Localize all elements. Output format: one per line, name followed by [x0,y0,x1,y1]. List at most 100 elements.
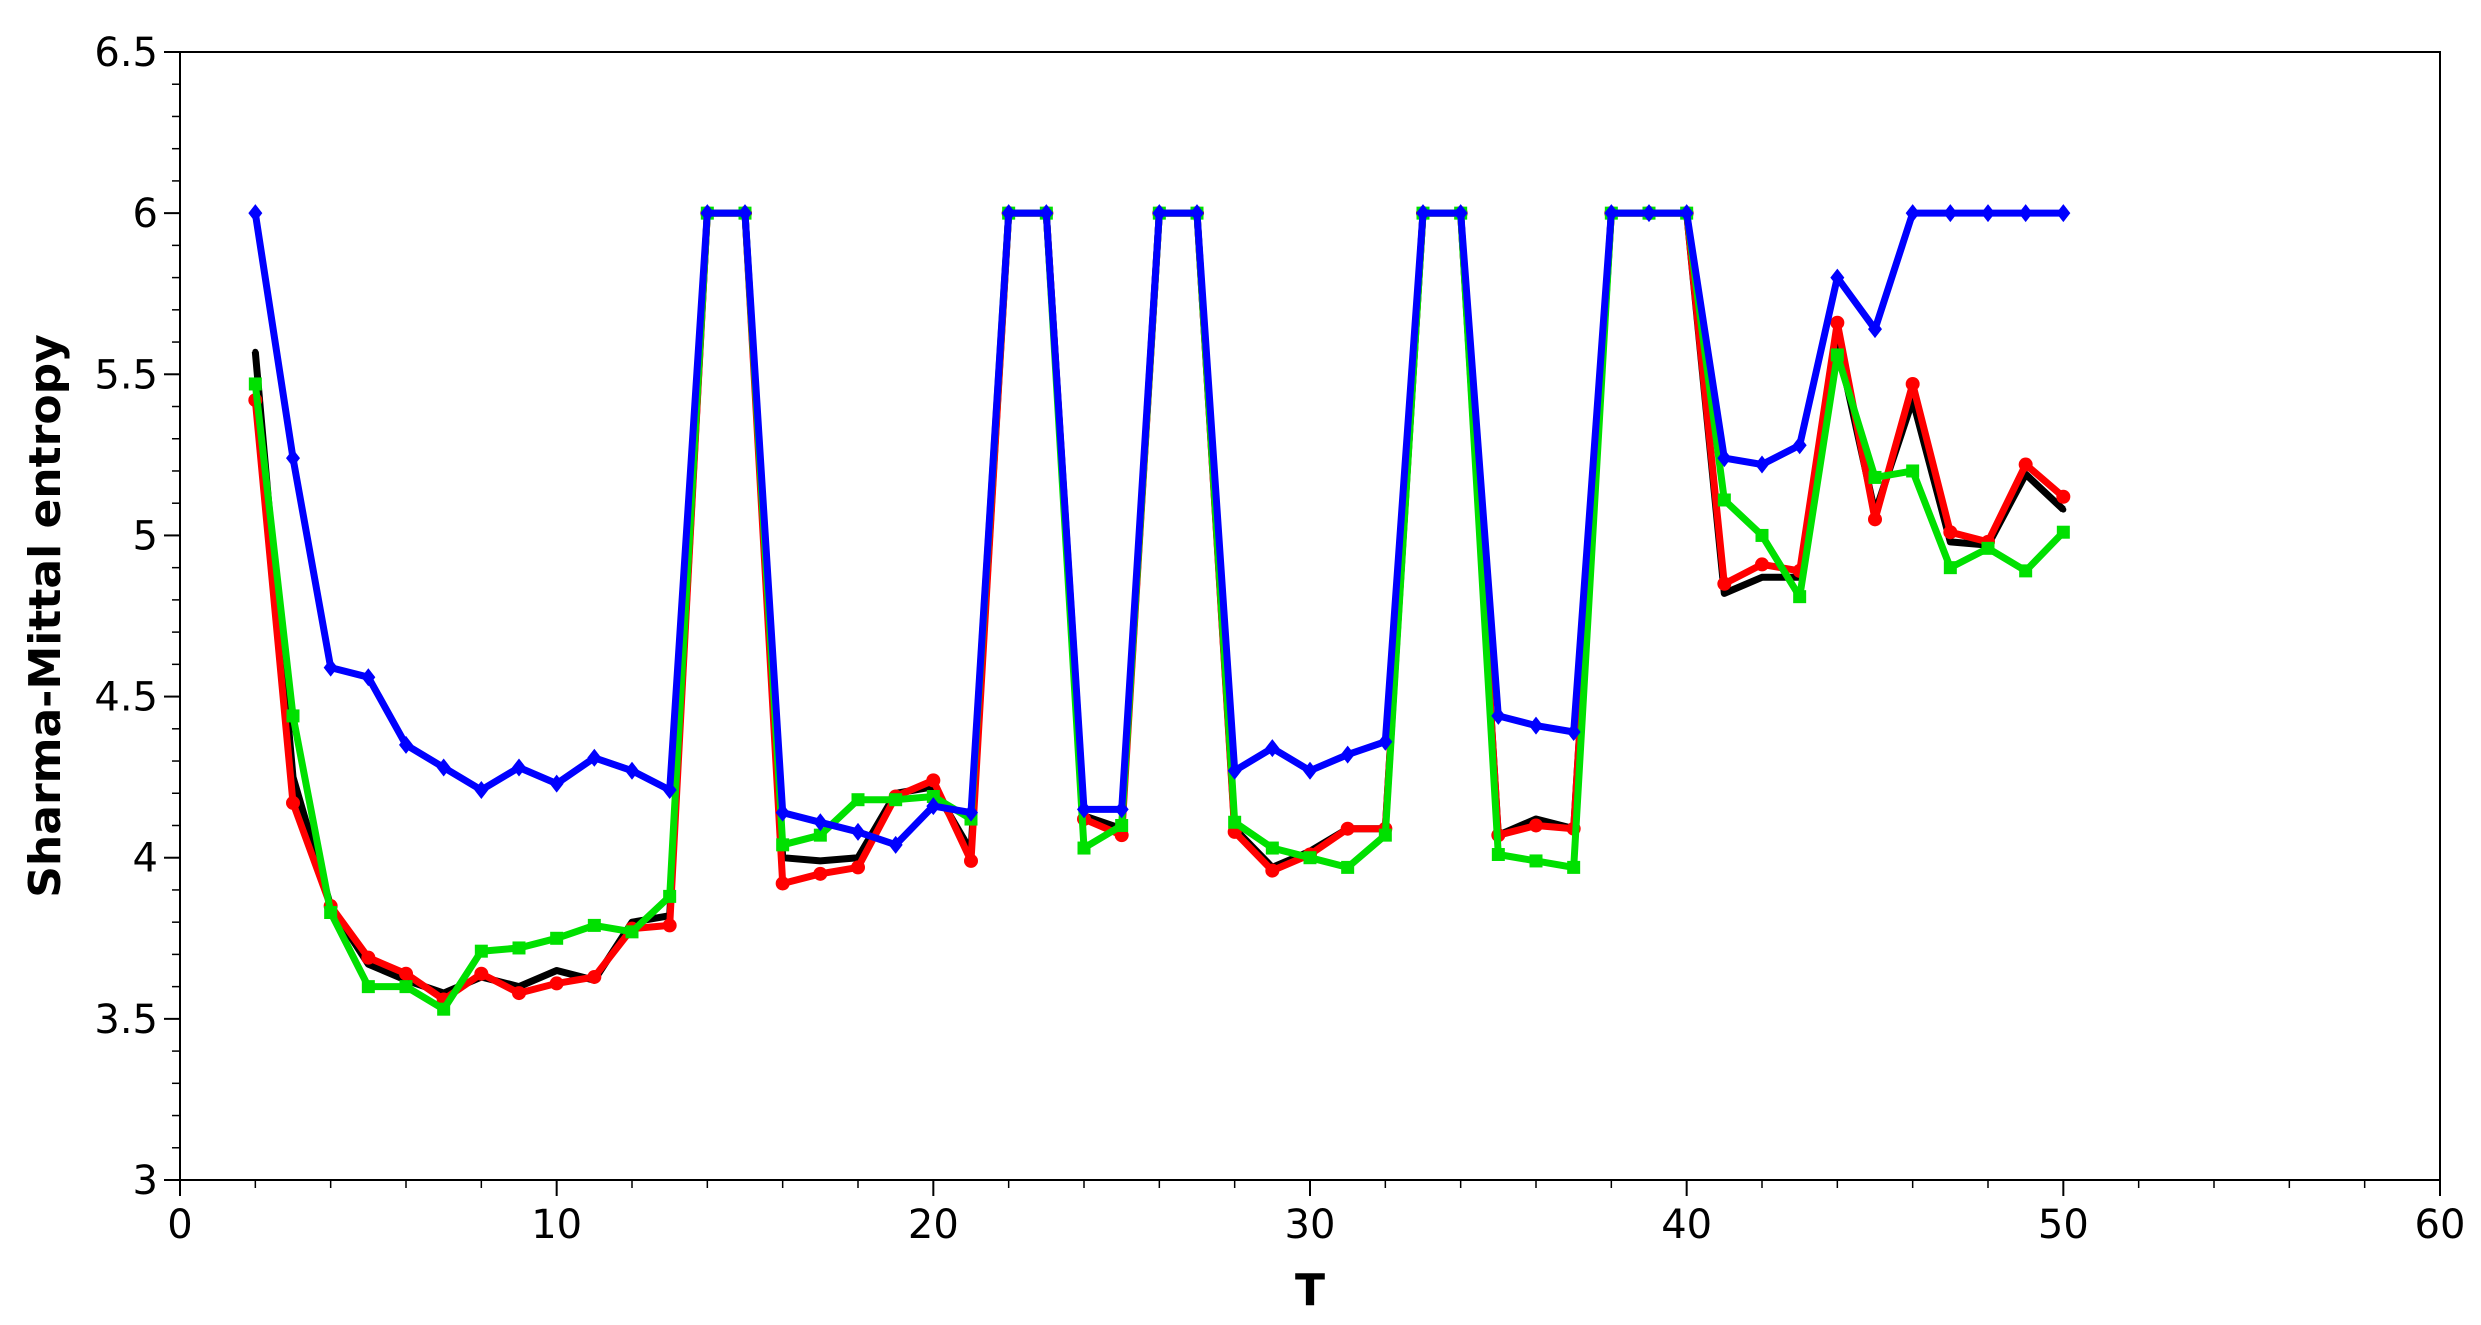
data-point [549,976,564,991]
data-point [738,204,752,223]
data-point [1303,761,1317,780]
data-point [286,449,300,468]
x-tick-label: 40 [1661,1202,1712,1248]
data-point [474,966,489,981]
x-tick-label: 0 [167,1202,192,1248]
data-point [474,781,489,800]
data-point [926,797,941,816]
y-axis-title: Sharma-Mittal entropy [20,334,71,898]
series-layer [248,204,2071,1016]
data-point [813,866,828,881]
data-point [361,668,376,687]
data-point [1152,204,1167,223]
data-point [1906,464,1920,478]
data-point [1981,204,1995,223]
x-tick-label: 20 [908,1202,959,1248]
data-point [1378,828,1392,842]
data-point [1943,204,1958,223]
data-point [817,857,824,864]
data-point [1039,204,1054,223]
data-point [512,986,526,1001]
data-point [1416,204,1430,223]
data-point [1679,204,1694,223]
data-point [775,803,790,822]
data-point [1830,268,1845,287]
data-point [1529,854,1543,868]
data-point [625,925,639,939]
data-point [1265,739,1280,758]
data-point [1491,847,1505,861]
data-point [1755,528,1769,542]
data-point [361,980,375,994]
data-point [286,709,300,723]
data-point [1077,841,1091,855]
data-point [662,918,677,933]
data-point [286,795,300,810]
data-point [851,822,865,841]
x-tick-label: 50 [2038,1202,2089,1248]
x-tick-label: 10 [531,1202,582,1248]
data-point [1943,525,1958,540]
y-tick-label: 4.5 [94,675,158,721]
data-point [553,967,560,974]
data-point [2018,204,2033,223]
data-point [512,941,526,955]
x-tick-label: 60 [2415,1202,2466,1248]
data-point [663,889,677,903]
data-point [1114,800,1129,819]
data-point [851,793,865,807]
series-3 [248,204,2071,854]
data-point [1378,732,1393,751]
data-point [1567,860,1581,874]
data-point [437,1002,451,1016]
data-point [399,980,413,994]
y-tick-label: 5 [133,513,158,559]
data-point [2056,204,2071,223]
y-tick-label: 6.5 [94,30,158,76]
data-point [926,789,940,803]
data-point [1453,204,1468,223]
data-point [248,204,263,223]
x-tick-label: 30 [1285,1202,1336,1248]
data-point [1115,818,1129,832]
data-point [1566,723,1581,742]
data-point [1265,841,1279,855]
data-point [550,931,564,945]
y-tick-label: 6 [133,191,158,237]
data-point [1717,493,1731,507]
data-point [587,918,601,932]
data-point [1303,851,1317,865]
data-point [1792,436,1807,455]
data-point [252,348,259,355]
data-point [1341,860,1355,874]
y-tick-label: 3 [133,1158,158,1204]
data-point [1830,348,1844,362]
y-tick-label: 3.5 [94,997,158,1043]
data-point [1529,716,1543,735]
data-point [1529,818,1543,833]
data-point [1981,541,1995,555]
data-point [964,853,978,868]
data-point [964,803,978,822]
data-point [1755,557,1769,572]
data-point [775,876,790,891]
data-point [926,773,941,788]
data-point [889,793,903,807]
data-point [474,944,488,958]
data-point [1228,815,1242,829]
data-point [361,950,376,965]
data-point [625,761,639,780]
data-point [700,204,715,223]
data-point [1721,590,1728,597]
data-point [1190,204,1204,223]
data-point [324,906,338,920]
data-point [1077,800,1091,819]
data-point [1905,376,1920,391]
data-point [1905,204,1920,223]
data-point [1947,538,1954,545]
data-point [1340,821,1355,836]
data-point [1001,204,1016,223]
data-point [662,781,677,800]
data-point [888,835,903,854]
data-point [1642,204,1656,223]
